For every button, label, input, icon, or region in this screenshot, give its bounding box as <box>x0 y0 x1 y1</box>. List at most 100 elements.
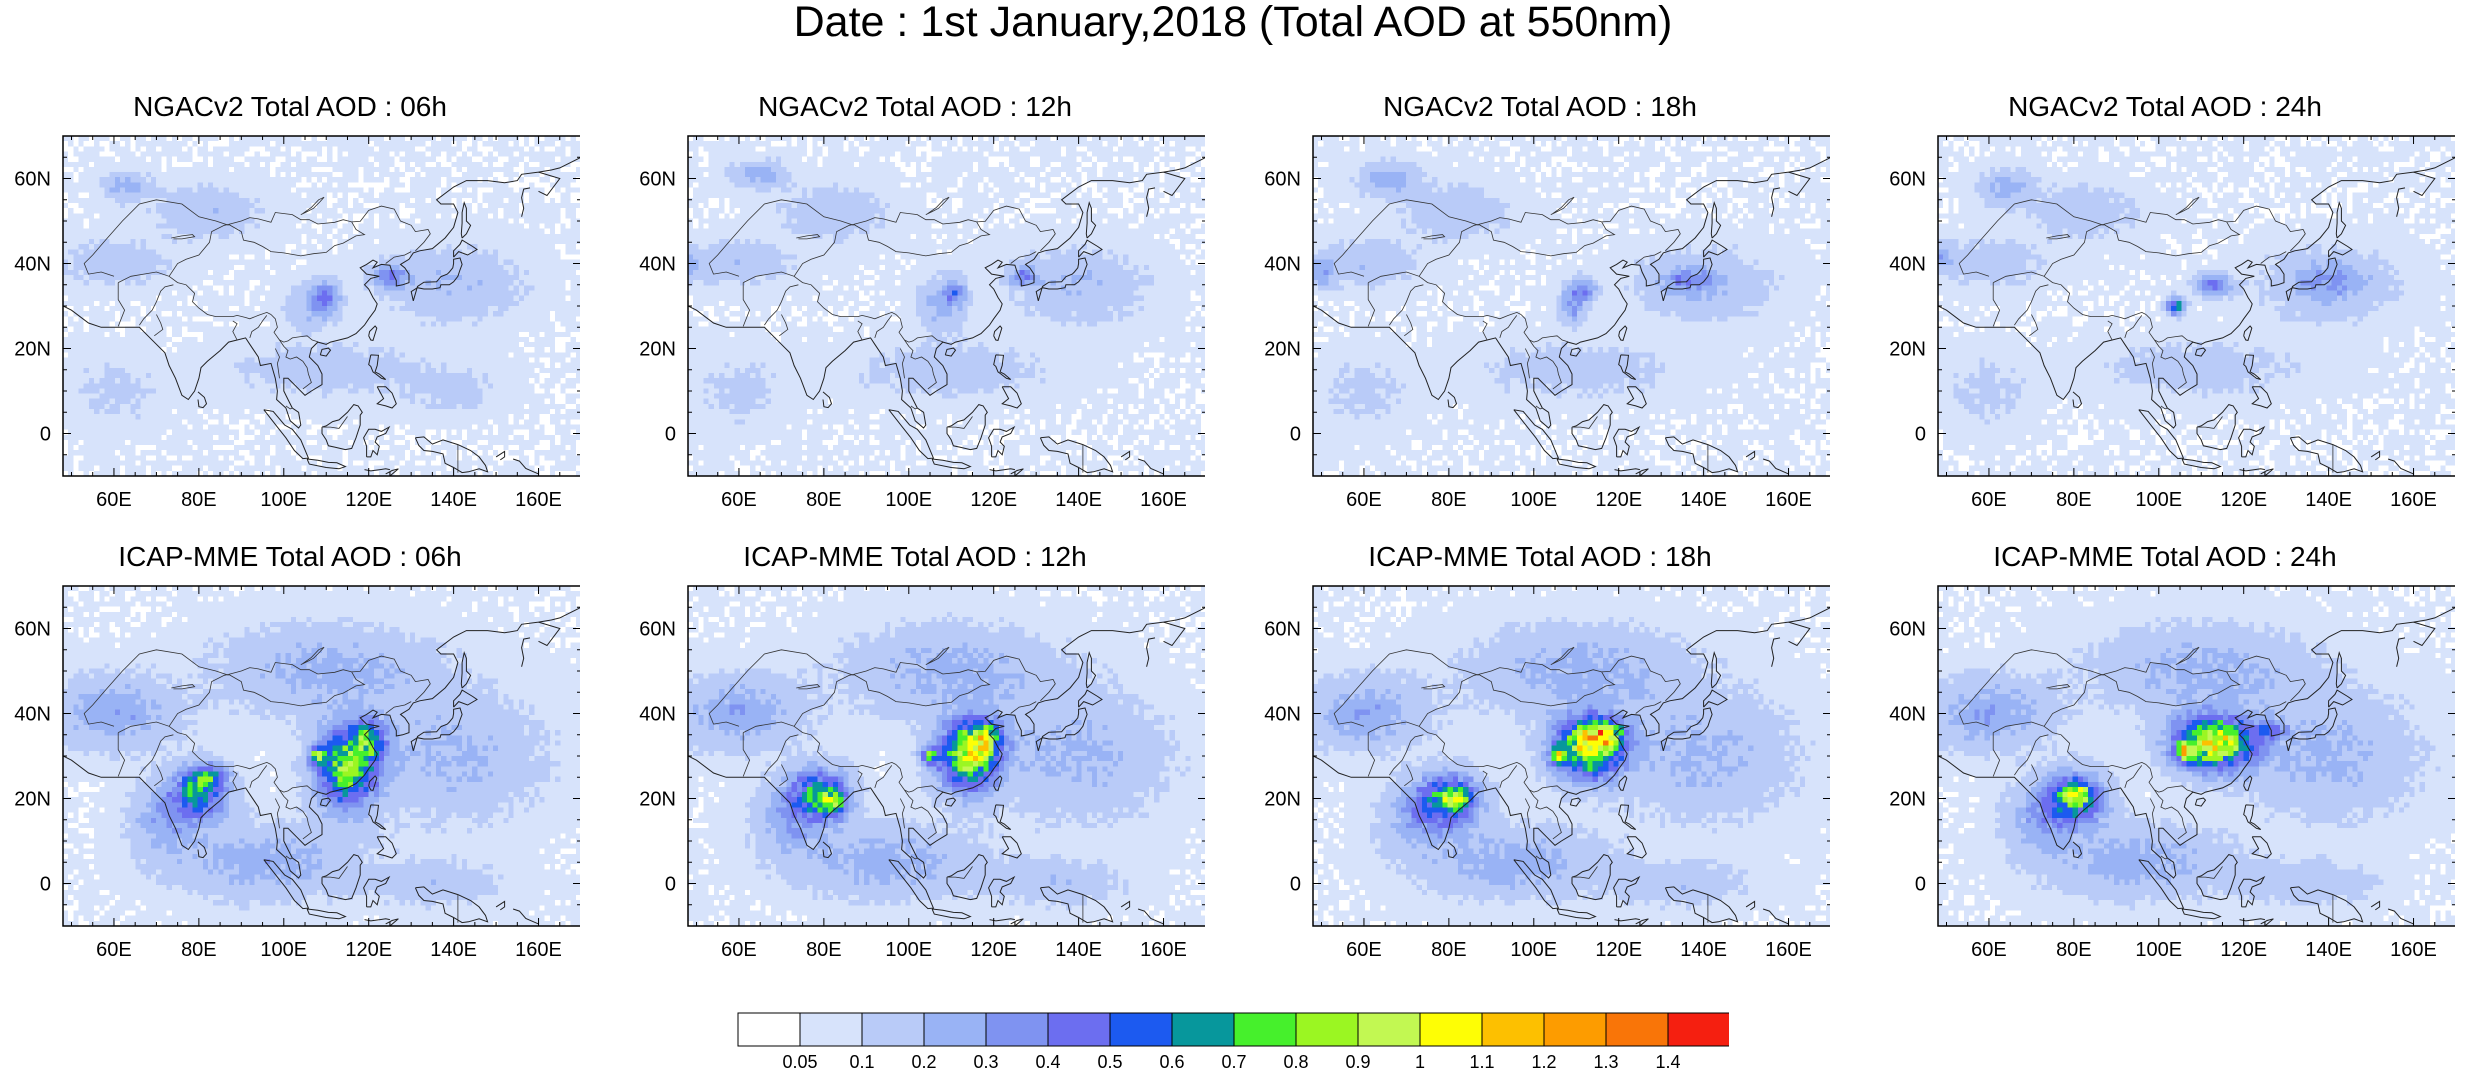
aod-field <box>63 136 580 476</box>
country-border <box>154 314 164 337</box>
coastline <box>1078 689 1103 708</box>
coastline <box>1661 925 1662 926</box>
lat-tick-label: 20N <box>639 789 676 811</box>
country-border <box>322 416 348 429</box>
coastline <box>944 797 957 807</box>
coastline <box>376 386 397 409</box>
country-border <box>1992 732 2001 777</box>
coastline <box>2138 859 2185 910</box>
coastline <box>1703 689 1728 708</box>
coastline <box>822 841 833 859</box>
country-border <box>228 671 366 707</box>
coastline <box>993 325 1003 341</box>
country-border <box>1958 199 2104 277</box>
coastline <box>512 458 539 475</box>
colorbar-swatch <box>1295 1012 1359 1047</box>
coastline <box>1010 918 1024 926</box>
coastline <box>1163 171 1186 197</box>
country-border <box>1418 205 1681 277</box>
colorbar-swatch <box>1605 1012 1669 1047</box>
lat-tick-label: 60N <box>639 619 676 641</box>
coastline <box>1039 886 1114 924</box>
coastline <box>453 239 478 258</box>
lat-tick-label: 0 <box>665 874 676 896</box>
country-border <box>1499 765 1518 789</box>
lake-outline <box>1421 684 1446 690</box>
lake-outline <box>796 234 821 240</box>
coastline <box>1618 354 1637 380</box>
lat-tick-label: 0 <box>665 424 676 446</box>
country-border <box>853 221 991 257</box>
coastline <box>1660 707 1713 752</box>
coastline <box>2243 354 2262 380</box>
tick-marks <box>63 585 580 927</box>
country-border <box>1389 284 1424 326</box>
country-border <box>1367 732 1376 777</box>
aod-field <box>1938 136 2455 476</box>
aod-field <box>688 136 1205 476</box>
coastline <box>263 409 310 460</box>
coastline <box>1571 404 1613 451</box>
coastline <box>363 425 391 458</box>
coastline <box>1703 925 1705 926</box>
lat-tick-label: 60N <box>14 619 51 641</box>
lake-outline <box>925 646 950 665</box>
coastline <box>2328 689 2353 708</box>
lon-tick-label: 120E <box>2220 489 2267 511</box>
coastline <box>1788 171 1811 197</box>
colorbar-label: 0.6 <box>1159 1052 1184 1071</box>
lon-tick-label: 60E <box>1346 939 1382 961</box>
lat-tick-label: 60N <box>1889 619 1926 641</box>
country-border <box>1520 764 1568 793</box>
aod-field <box>1313 136 1830 476</box>
lon-tick-label: 160E <box>2390 939 2437 961</box>
country-border <box>232 320 238 341</box>
country-border <box>83 649 229 727</box>
coastline <box>414 886 489 924</box>
country-border <box>779 764 789 787</box>
coastline <box>2243 804 2262 830</box>
coastline <box>1010 468 1024 476</box>
lake-outline <box>2175 646 2200 665</box>
coastline <box>1513 409 1560 460</box>
lon-tick-label: 140E <box>1680 939 1727 961</box>
coastline <box>1513 859 1560 910</box>
panel-title: NGACv2 Total AOD : 18h <box>1383 91 1697 122</box>
coastline <box>1569 797 1582 807</box>
coastline <box>1078 239 1103 258</box>
country-border <box>904 789 937 840</box>
coastline <box>2335 200 2347 239</box>
lon-tick-label: 80E <box>806 939 842 961</box>
colorbar-swatch <box>923 1012 987 1047</box>
lat-tick-label: 40N <box>639 254 676 276</box>
country-border <box>274 798 280 829</box>
coastline <box>453 475 455 476</box>
lake-outline <box>796 684 821 690</box>
lon-tick-label: 160E <box>515 939 562 961</box>
coastline <box>2413 621 2436 647</box>
colorbar-swatch <box>799 1012 863 1047</box>
coastline <box>1771 187 1781 217</box>
country-border <box>118 271 272 320</box>
coastline <box>931 908 972 920</box>
coastline <box>321 404 363 451</box>
country-border <box>1499 315 1518 339</box>
coastline <box>2370 900 2381 911</box>
map-plot: 60N 40N 20N 0 60E 80E 100E 120E 140E 160E <box>14 585 580 961</box>
country-border <box>910 405 918 410</box>
colorbar-swatch <box>1667 1012 1729 1047</box>
country-border <box>274 348 280 379</box>
lon-tick-label: 100E <box>260 939 307 961</box>
country-border <box>285 855 293 860</box>
coastline <box>1613 425 1641 458</box>
country-border <box>1992 282 2001 327</box>
lon-tick-label: 60E <box>1971 489 2007 511</box>
lat-tick-label: 20N <box>639 339 676 361</box>
lon-tick-label: 100E <box>885 489 932 511</box>
lon-tick-label: 160E <box>515 489 562 511</box>
country-border <box>1010 251 1037 264</box>
country-border <box>1635 701 1662 714</box>
country-border <box>2149 798 2155 829</box>
coastline <box>888 409 935 460</box>
country-border <box>1524 798 1530 829</box>
